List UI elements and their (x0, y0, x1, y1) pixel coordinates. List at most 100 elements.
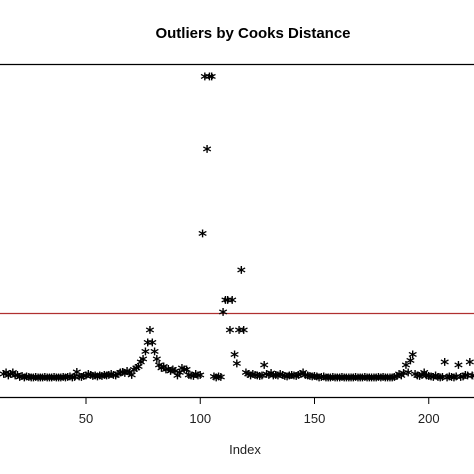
data-point: * (333, 371, 342, 391)
data-point: * (207, 70, 216, 90)
data-point: * (349, 371, 358, 391)
data-point: * (347, 371, 356, 391)
data-point: * (260, 358, 269, 378)
data-point: * (180, 363, 189, 383)
data-point: * (47, 371, 56, 391)
data-point: * (459, 370, 468, 390)
data-point: * (365, 371, 374, 391)
data-point: * (70, 370, 79, 390)
data-point: * (253, 369, 262, 389)
data-point: * (72, 365, 81, 385)
data-point: * (372, 371, 381, 391)
data-point: * (369, 371, 378, 391)
data-point: * (376, 371, 385, 391)
data-point: * (312, 370, 321, 390)
data-point: * (399, 367, 408, 387)
data-point: * (120, 367, 129, 387)
data-point: * (36, 371, 45, 391)
data-point: * (210, 370, 219, 390)
data-point: * (447, 370, 456, 390)
data-point: * (228, 293, 237, 313)
data-point: * (326, 371, 335, 391)
data-point: * (214, 370, 223, 390)
data-point: * (331, 371, 340, 391)
data-point: * (379, 370, 388, 390)
data-point: * (164, 362, 173, 382)
data-point: * (248, 367, 257, 387)
data-point: * (310, 370, 319, 390)
data-point: * (79, 370, 88, 390)
data-point: * (95, 369, 104, 389)
data-point: * (84, 367, 93, 387)
data-point: * (408, 348, 417, 368)
data-point: * (20, 371, 29, 391)
data-point: * (86, 368, 95, 388)
data-point: * (123, 364, 132, 384)
data-point: * (143, 336, 152, 356)
data-point: * (351, 370, 360, 390)
data-point: * (114, 367, 123, 387)
data-point: * (424, 370, 433, 390)
data-point: * (43, 371, 52, 391)
data-point: * (461, 368, 470, 388)
data-point: * (0, 367, 8, 387)
data-point: * (285, 369, 294, 389)
data-point: * (219, 306, 228, 326)
data-point: * (8, 366, 17, 386)
data-point: * (292, 370, 301, 390)
data-point: * (189, 370, 198, 390)
data-point: * (27, 371, 36, 391)
data-point: * (116, 366, 125, 386)
data-point: * (257, 369, 266, 389)
data-point: * (411, 367, 420, 387)
x-axis-label: Index (229, 442, 261, 457)
data-point: * (294, 368, 303, 388)
data-point: * (443, 371, 452, 391)
data-point: * (212, 371, 221, 391)
x-tick-label: 150 (304, 411, 326, 426)
data-point: * (152, 352, 161, 372)
data-point: * (104, 368, 113, 388)
data-point: * (299, 366, 308, 386)
data-point: * (150, 345, 159, 365)
data-point: * (360, 370, 369, 390)
data-point: * (454, 358, 463, 378)
data-point: * (358, 371, 367, 391)
data-point: * (367, 371, 376, 391)
data-point: * (127, 368, 136, 388)
data-point: * (146, 324, 155, 344)
data-point: * (273, 369, 282, 389)
data-point: * (271, 368, 280, 388)
data-point: * (45, 371, 54, 391)
data-point: * (6, 367, 15, 387)
data-point: * (422, 369, 431, 389)
data-point: * (415, 370, 424, 390)
data-point: * (420, 366, 429, 386)
data-point: * (109, 368, 118, 388)
data-point: * (132, 361, 141, 381)
data-point: * (157, 361, 166, 381)
data-point: * (168, 363, 177, 383)
data-point: * (308, 370, 317, 390)
data-point: * (296, 367, 305, 387)
data-point: * (4, 369, 13, 389)
data-point: * (159, 360, 168, 380)
data-point: * (141, 345, 150, 365)
data-point: * (337, 370, 346, 390)
data-point: * (22, 370, 31, 390)
data-point: * (406, 354, 415, 374)
data-point: * (463, 369, 472, 389)
data-point: * (278, 368, 287, 388)
data-point: * (301, 368, 310, 388)
data-point: * (276, 367, 285, 387)
data-point: * (15, 370, 24, 390)
data-point: * (319, 370, 328, 390)
data-point: * (303, 369, 312, 389)
data-point: * (431, 369, 440, 389)
data-point: * (315, 371, 324, 391)
data-point: * (216, 370, 225, 390)
data-point: * (335, 371, 344, 391)
data-point: * (198, 227, 207, 247)
x-tick-label: 100 (189, 411, 211, 426)
